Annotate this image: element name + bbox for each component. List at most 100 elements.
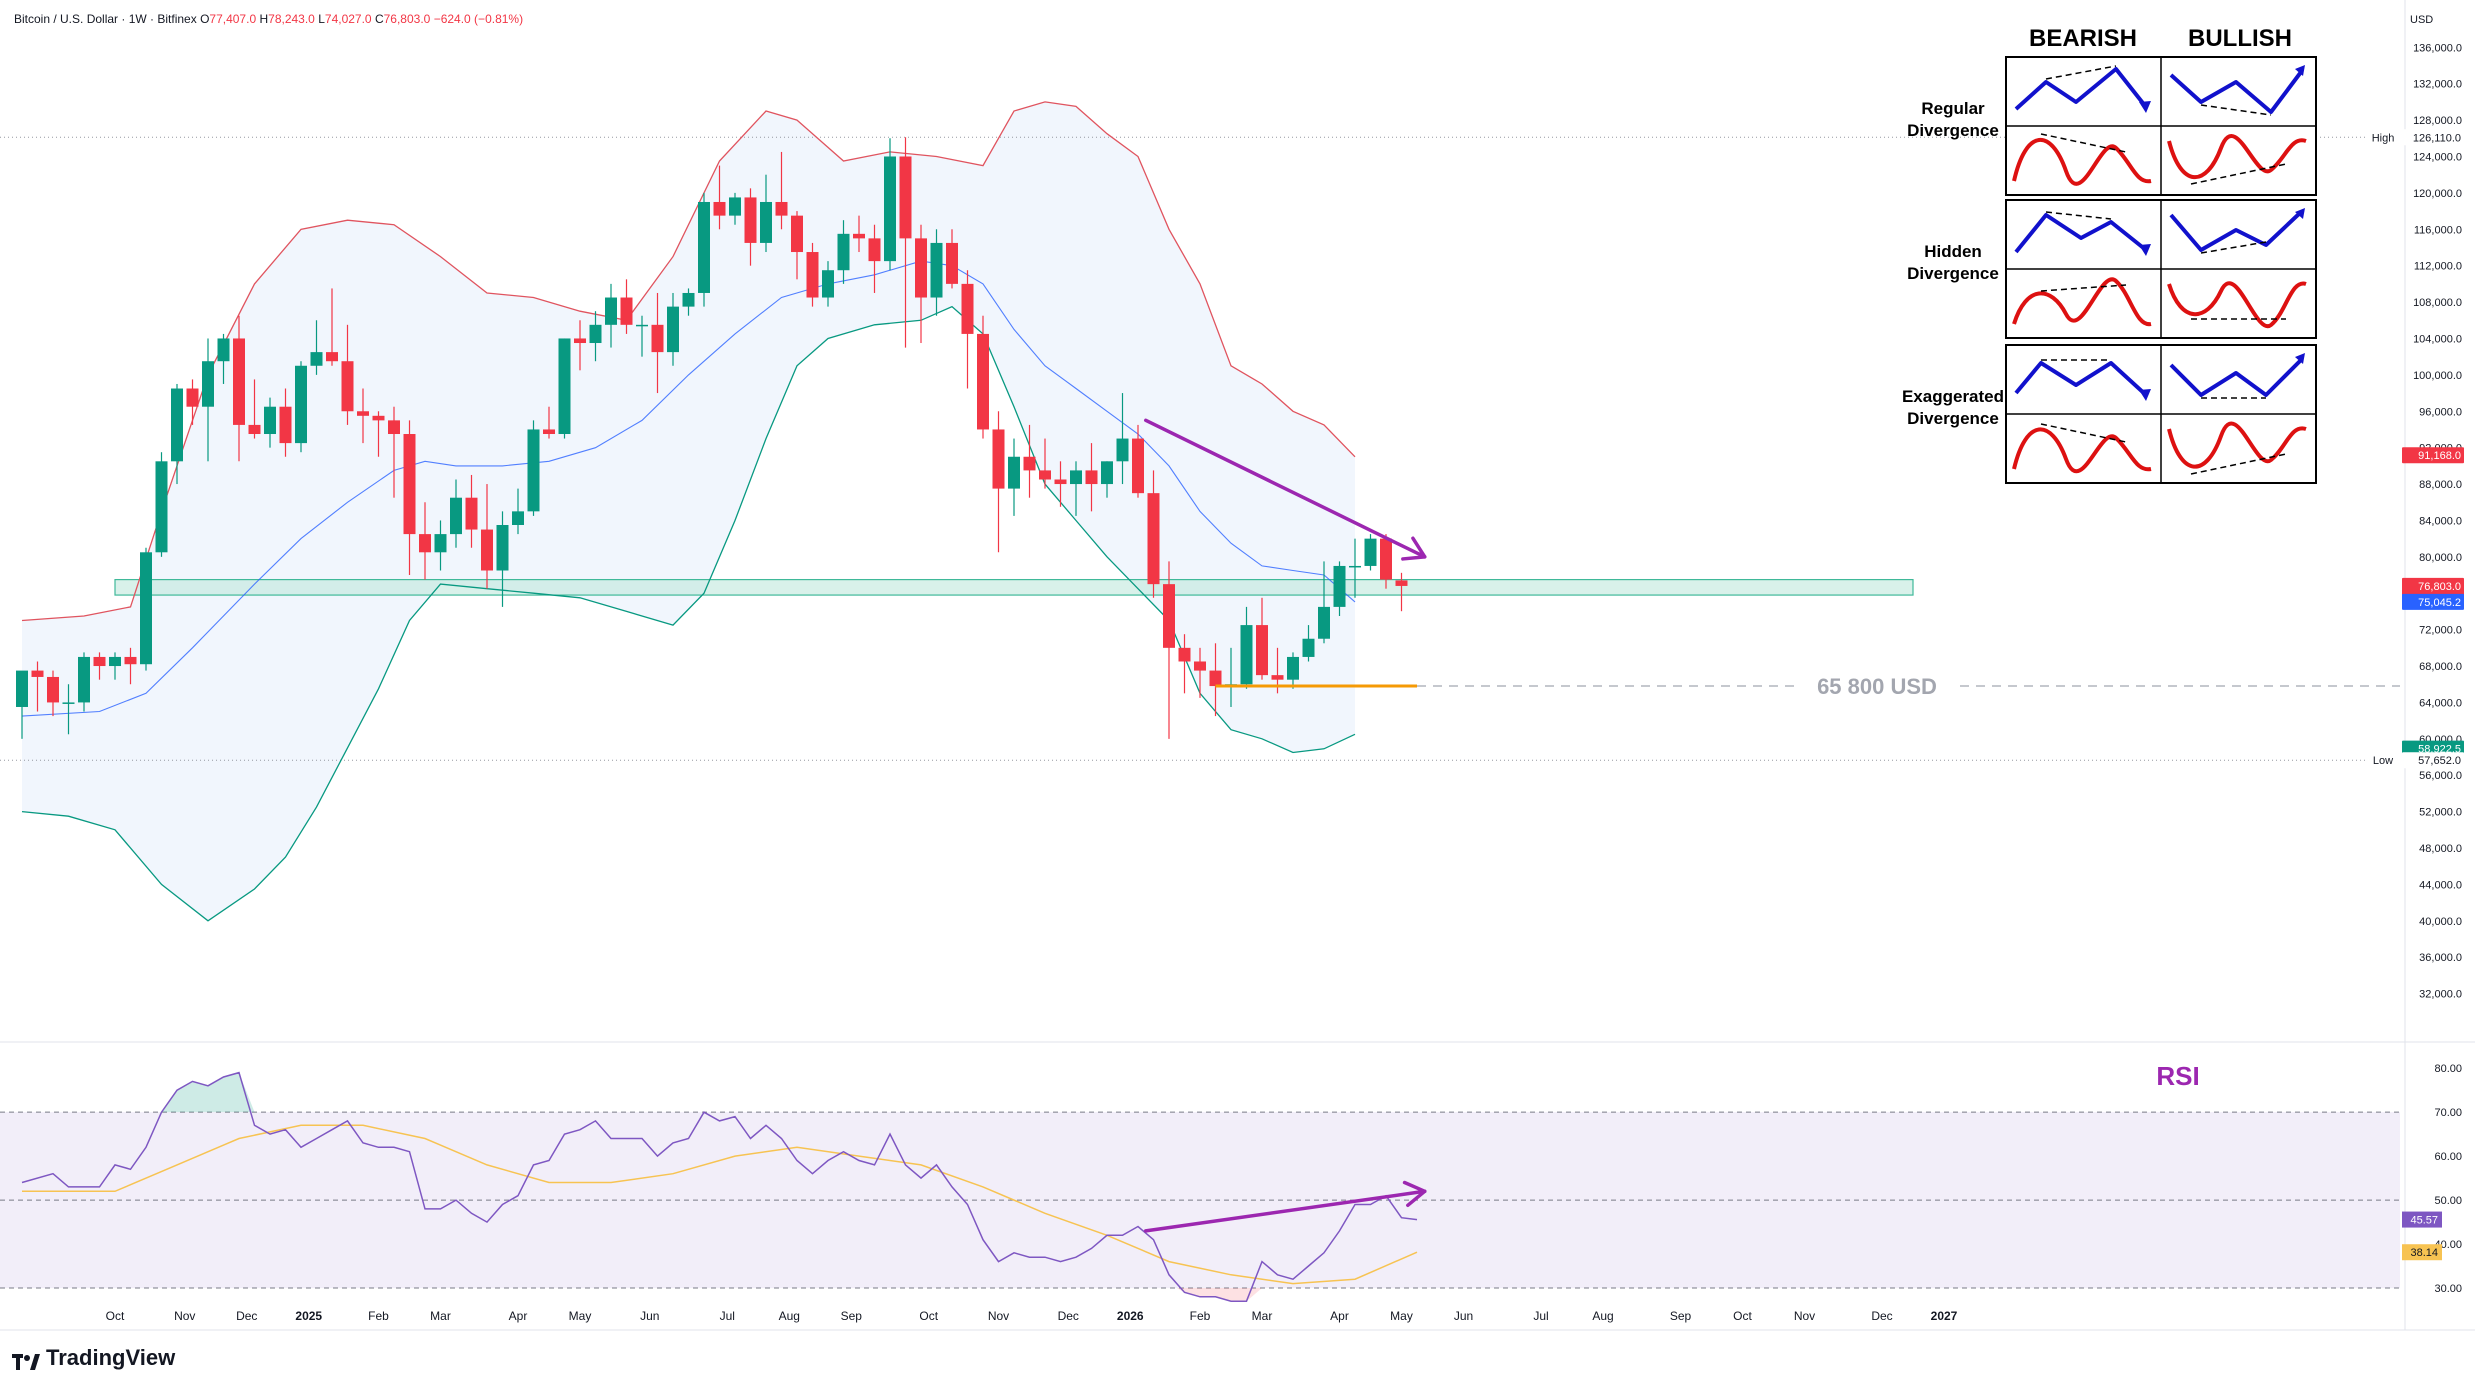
- candle-body: [16, 670, 28, 707]
- time-tick-label: Jun: [640, 1309, 659, 1323]
- legend-row-label: Regular: [1921, 99, 1985, 118]
- rsi-tick-label: 30.00: [2434, 1283, 2462, 1295]
- candle-body: [512, 511, 524, 525]
- time-tick-label: 2027: [1931, 1309, 1958, 1323]
- bollinger-band-fill: [22, 101, 1355, 921]
- price-tick-label: 48,000.0: [2419, 843, 2462, 855]
- time-tick-label: May: [1390, 1309, 1413, 1323]
- time-tick-label: 2026: [1117, 1309, 1144, 1323]
- price-tick-label: 136,000.0: [2413, 42, 2462, 54]
- rsi-marker-label: 38.14: [2410, 1247, 2438, 1259]
- candle-body: [853, 233, 865, 239]
- candle-body: [961, 283, 974, 334]
- candle-body: [326, 352, 338, 362]
- price-tick-label: 124,000.0: [2413, 151, 2462, 163]
- candle-body: [667, 306, 679, 353]
- legend-row-label: Divergence: [1907, 121, 1999, 140]
- legend-oscillator-wave: [2167, 281, 2307, 329]
- candle-body: [1116, 438, 1129, 462]
- candle-body: [1085, 470, 1098, 485]
- legend-divergence-dash: [2040, 284, 2127, 292]
- candle-body: [388, 420, 400, 435]
- candle-body: [620, 297, 633, 325]
- candle-body: [868, 238, 881, 262]
- candle-body: [1039, 470, 1051, 480]
- price-marker: [2402, 447, 2464, 464]
- legend-price-zigzag: [2014, 67, 2148, 111]
- price-marker: [2402, 752, 2464, 769]
- price-tick-label: 96,000.0: [2419, 406, 2462, 418]
- candle-body: [186, 388, 199, 407]
- candle-body: [202, 361, 214, 407]
- time-tick-label: Nov: [988, 1309, 1009, 1323]
- candle-body: [1054, 479, 1067, 485]
- candle-body: [1364, 538, 1377, 566]
- support-level-label: 65 800 USD: [1817, 674, 1937, 699]
- time-tick-label: Mar: [1252, 1309, 1273, 1323]
- legend-divergence-dash: [2040, 423, 2127, 443]
- legend-divergence-dash: [2200, 104, 2272, 116]
- legend-divergence-dash: [2200, 241, 2267, 254]
- time-tick-label: Apr: [509, 1309, 528, 1323]
- price-marker-label: 126,110.0: [2413, 132, 2461, 144]
- open-label: O: [200, 12, 210, 26]
- candle-body: [651, 324, 664, 353]
- tradingview-logo-icon: [12, 1350, 40, 1370]
- candle-body: [589, 324, 602, 344]
- time-tick-label: Nov: [174, 1309, 195, 1323]
- price-tick-label: 88,000.0: [2419, 479, 2462, 491]
- price-marker: [2402, 593, 2464, 610]
- chart-header: Bitcoin / U.S. Dollar · 1W · Bitfinex O7…: [14, 12, 523, 26]
- price-tick-label: 68,000.0: [2419, 661, 2462, 673]
- legend-oscillator-wave: [2012, 427, 2152, 474]
- candle-body: [264, 406, 276, 435]
- price-tick-label: 80,000.0: [2419, 552, 2462, 564]
- candle-body: [1349, 565, 1361, 568]
- price-tick-label: 100,000.0: [2413, 370, 2462, 382]
- rsi-title: RSI: [2156, 1061, 2199, 1091]
- candle-body: [1147, 493, 1160, 585]
- candle-body: [1240, 625, 1253, 685]
- candle-body: [930, 242, 943, 298]
- candle-body: [1070, 470, 1082, 485]
- legend-arrowhead-icon: [2139, 389, 2151, 401]
- tradingview-logo[interactable]: TradingView: [12, 1345, 175, 1371]
- legend-row-label: Exaggerated: [1902, 387, 2004, 406]
- price-tick-label: 128,000.0: [2413, 115, 2462, 127]
- rsi-trendline-arrowhead: [1402, 1180, 1427, 1208]
- price-marker-tag-bg: [2365, 752, 2401, 769]
- price-tick-label: 36,000.0: [2419, 952, 2462, 964]
- legend-price-zigzag: [2169, 70, 2303, 114]
- candle-body: [1256, 625, 1268, 676]
- price-tick-label: 40,000.0: [2419, 916, 2462, 928]
- candle-body: [1132, 438, 1144, 494]
- candle-body: [1178, 647, 1191, 662]
- candle-body: [217, 338, 230, 362]
- candle-body: [1101, 461, 1113, 485]
- currency-label[interactable]: USD: [2410, 14, 2434, 26]
- price-trendline-arrowhead: [1401, 536, 1427, 561]
- candle-body: [47, 676, 59, 703]
- candle-body: [1287, 656, 1299, 680]
- legend-arrowhead-icon: [2295, 65, 2305, 76]
- candle-body: [295, 365, 307, 444]
- candle-body: [233, 338, 245, 425]
- legend-arrowhead-icon: [2139, 244, 2151, 256]
- price-tick-label: 72,000.0: [2419, 625, 2462, 637]
- candle-body: [465, 497, 478, 530]
- price-tick-label: 52,000.0: [2419, 807, 2462, 819]
- legend-bullish-header: BULLISH: [2188, 25, 2292, 52]
- price-marker-tag: High: [2372, 132, 2395, 144]
- legend-price-zigzag: [2014, 361, 2148, 397]
- candle-body: [713, 201, 726, 216]
- time-tick-label: Aug: [779, 1309, 800, 1323]
- rsi-marker: [2402, 1211, 2442, 1228]
- candle-body: [496, 525, 509, 571]
- legend-arrowhead-icon: [2139, 101, 2151, 113]
- candle-body: [93, 656, 106, 667]
- candle-body: [822, 270, 834, 298]
- time-tick-label: Sep: [841, 1309, 863, 1323]
- price-tick-label: 104,000.0: [2413, 333, 2462, 345]
